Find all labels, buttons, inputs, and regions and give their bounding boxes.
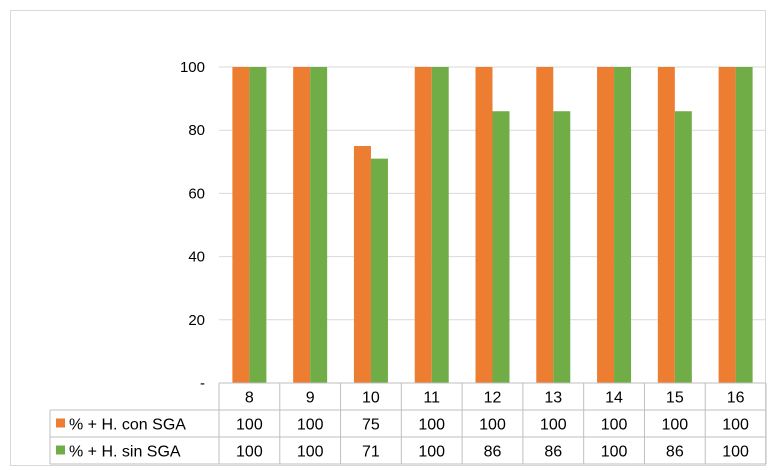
bar — [492, 111, 510, 384]
bar — [735, 67, 753, 383]
data-label: 100 — [479, 417, 506, 434]
data-label: 100 — [236, 417, 263, 434]
x-tick-label: 13 — [544, 390, 562, 407]
bar — [674, 111, 692, 384]
bar — [718, 67, 736, 383]
x-tick-label: 9 — [306, 390, 315, 407]
bar — [475, 67, 493, 383]
bar — [249, 67, 267, 383]
bar — [657, 67, 675, 383]
x-tick-label: 12 — [484, 390, 502, 407]
bar — [310, 67, 328, 383]
data-label: 100 — [418, 417, 445, 434]
data-label: 86 — [666, 444, 684, 461]
data-label: 100 — [236, 444, 263, 461]
legend-swatch — [56, 445, 65, 455]
bar — [232, 67, 250, 383]
data-label: 71 — [362, 444, 380, 461]
bar — [536, 67, 554, 383]
data-label: 100 — [418, 444, 445, 461]
x-tick-label: 11 — [423, 390, 440, 407]
bar — [553, 111, 571, 384]
x-tick-label: 8 — [245, 390, 254, 407]
data-label: 100 — [540, 417, 567, 434]
bar — [431, 67, 449, 383]
chart-frame — [10, 10, 766, 466]
data-label: 100 — [297, 444, 324, 461]
y-tick-label: 60 — [188, 185, 205, 202]
bar — [414, 67, 432, 383]
legend-swatch — [56, 418, 65, 428]
x-tick-label: 16 — [727, 390, 745, 407]
bar — [353, 146, 371, 383]
x-tick-label: 10 — [362, 390, 380, 407]
y-tick-label: 100 — [180, 59, 205, 76]
data-label: 100 — [722, 444, 749, 461]
bar — [614, 67, 632, 383]
data-label: 100 — [661, 417, 688, 434]
data-label: 100 — [297, 417, 324, 434]
y-tick-label: - — [200, 375, 205, 392]
data-label: 100 — [601, 417, 628, 434]
data-label: 86 — [484, 444, 502, 461]
x-tick-label: 15 — [666, 390, 684, 407]
data-label: 100 — [601, 444, 628, 461]
bar — [370, 158, 388, 383]
data-label: 86 — [544, 444, 562, 461]
x-tick-label: 14 — [605, 390, 623, 407]
y-tick-label: 80 — [188, 122, 205, 139]
bar — [293, 67, 311, 383]
legend-label: % + H. sin SGA — [69, 444, 181, 461]
legend-label: % + H. con SGA — [69, 417, 186, 434]
y-tick-label: 20 — [188, 312, 205, 329]
data-label: 100 — [722, 417, 749, 434]
y-tick-label: 40 — [188, 249, 205, 266]
data-label: 75 — [362, 417, 380, 434]
bar — [597, 67, 615, 383]
